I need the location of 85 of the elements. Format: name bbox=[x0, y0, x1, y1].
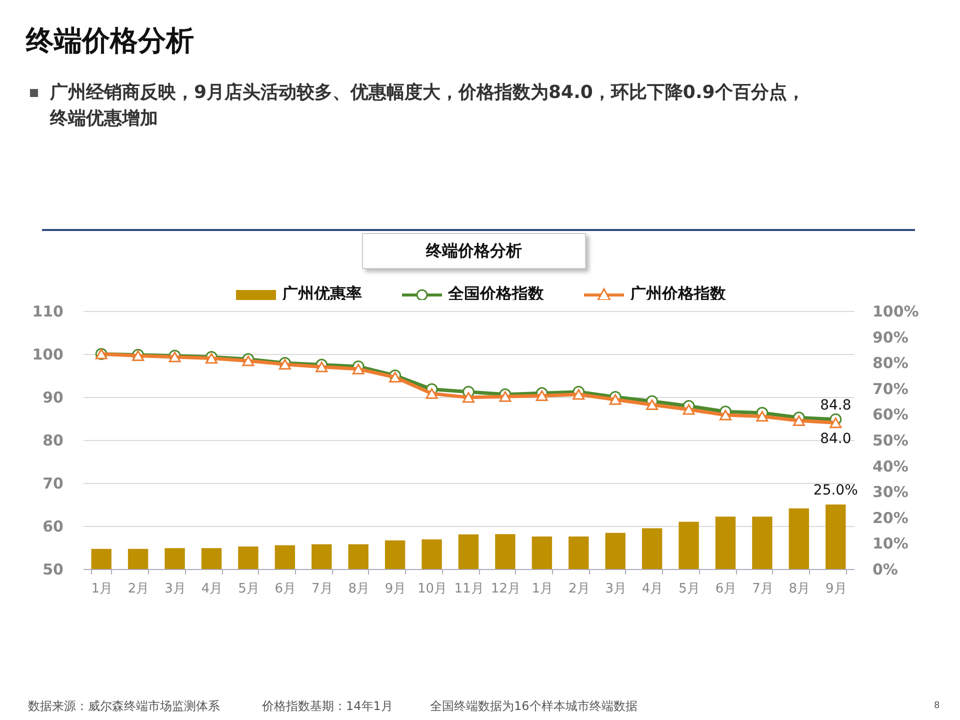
x-tick-label: 1月 bbox=[532, 582, 554, 596]
y2-tick-label: 0% bbox=[872, 560, 898, 578]
bar bbox=[201, 548, 222, 569]
x-tick-label: 9月 bbox=[826, 582, 847, 596]
bar bbox=[568, 536, 589, 569]
bar bbox=[312, 544, 332, 569]
y2-tick-label: 90% bbox=[872, 328, 908, 346]
y2-tick-label: 60% bbox=[872, 406, 908, 424]
point bbox=[352, 364, 364, 374]
point bbox=[426, 388, 438, 399]
x-tick-label: 8月 bbox=[788, 582, 810, 596]
bar bbox=[642, 528, 662, 569]
y-tick-label: 70 bbox=[42, 474, 64, 492]
text: 终端价格分析 bbox=[362, 233, 586, 269]
y-tick-label: 80 bbox=[42, 432, 64, 450]
x-tick-label: 5月 bbox=[238, 582, 260, 596]
bar bbox=[495, 534, 516, 569]
point bbox=[792, 415, 805, 426]
bar bbox=[826, 504, 846, 569]
x-tick-label: 8月 bbox=[348, 582, 370, 596]
point bbox=[242, 356, 254, 366]
bar bbox=[715, 516, 736, 569]
text: 全国终端数据为16个样本城市终端数据 bbox=[430, 698, 638, 715]
point bbox=[316, 362, 328, 372]
y-tick-label: 50 bbox=[42, 560, 64, 578]
y2-tick-label: 20% bbox=[872, 508, 908, 527]
x-tick-label: 5月 bbox=[678, 582, 700, 596]
point bbox=[462, 392, 474, 403]
y2-tick-label: 30% bbox=[872, 483, 908, 502]
y-tick-label: 100 bbox=[32, 346, 64, 364]
bar bbox=[274, 545, 296, 569]
y2-tick-label: 100% bbox=[872, 302, 919, 320]
x-tick-label: 3月 bbox=[164, 582, 186, 596]
x-tick-label: 4月 bbox=[642, 582, 664, 596]
point bbox=[536, 390, 548, 401]
point bbox=[720, 410, 732, 420]
source-note: 数据来源：威尔森终端市场监测体系 bbox=[28, 698, 220, 715]
y2-tick-label: 10% bbox=[872, 534, 908, 553]
bar bbox=[532, 536, 552, 569]
x-tick-label: 10月 bbox=[418, 582, 448, 596]
point bbox=[646, 399, 658, 410]
point bbox=[682, 404, 695, 415]
x-tick-label: 7月 bbox=[312, 582, 333, 596]
bar bbox=[164, 548, 185, 569]
y2-tick-label: 70% bbox=[872, 380, 908, 398]
y-tick-label: 60 bbox=[42, 518, 64, 536]
x-tick-label: 2月 bbox=[568, 582, 590, 596]
bar bbox=[458, 534, 479, 569]
point bbox=[609, 394, 622, 405]
bar bbox=[384, 540, 406, 569]
x-tick-label: 12月 bbox=[490, 582, 520, 596]
bar bbox=[238, 546, 258, 569]
y-tick-label: 110 bbox=[32, 302, 64, 320]
bar bbox=[348, 544, 368, 569]
text: 价格指数基期：14年1月 bbox=[262, 698, 393, 715]
x-tick-label: 3月 bbox=[605, 582, 626, 596]
bar bbox=[91, 548, 112, 569]
x-tick-label: 6月 bbox=[715, 582, 737, 596]
y2-tick-label: 80% bbox=[872, 354, 908, 372]
x-tick-label: 4月 bbox=[201, 582, 223, 596]
data-label: 25.0% bbox=[813, 482, 858, 498]
chart-subtitle: 广州经销商反映，9月店头活动较多、优惠幅度大，价格指数为84.0，环比下降0.9个百分点，终端优惠增加 bbox=[50, 81, 806, 131]
bar bbox=[422, 539, 442, 569]
data-label: 84.0 bbox=[820, 430, 852, 447]
x-tick-label: 6月 bbox=[274, 582, 296, 596]
bar bbox=[605, 532, 626, 569]
bar bbox=[128, 548, 148, 569]
x-tick-label: 2月 bbox=[128, 582, 150, 596]
data-label: 84.8 bbox=[820, 397, 852, 414]
x-tick-label: 1月 bbox=[91, 582, 112, 596]
bar bbox=[788, 508, 810, 569]
text: 8 bbox=[934, 701, 940, 711]
point bbox=[756, 411, 768, 422]
x-tick-label: 9月 bbox=[384, 582, 406, 596]
x-tick-label: 7月 bbox=[752, 582, 774, 596]
bar bbox=[752, 516, 772, 569]
point bbox=[830, 418, 842, 428]
x-tick-label: 11月 bbox=[454, 582, 484, 596]
y2-tick-label: 40% bbox=[872, 457, 908, 476]
point bbox=[572, 389, 585, 400]
y2-tick-label: 50% bbox=[872, 432, 908, 450]
y-tick-label: 90 bbox=[42, 388, 64, 406]
bar bbox=[678, 522, 699, 569]
point bbox=[499, 391, 512, 402]
chart-title: 终端价格分析 bbox=[26, 23, 194, 59]
